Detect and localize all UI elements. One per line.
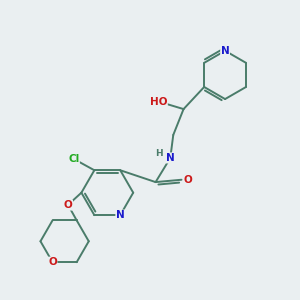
Text: O: O	[184, 175, 192, 185]
Text: N: N	[166, 153, 175, 163]
Text: N: N	[116, 210, 124, 220]
Text: N: N	[221, 46, 230, 56]
Text: HO: HO	[150, 97, 167, 107]
Text: Cl: Cl	[68, 154, 80, 164]
Text: O: O	[48, 257, 57, 267]
Text: O: O	[64, 200, 73, 210]
Text: H: H	[155, 149, 163, 158]
